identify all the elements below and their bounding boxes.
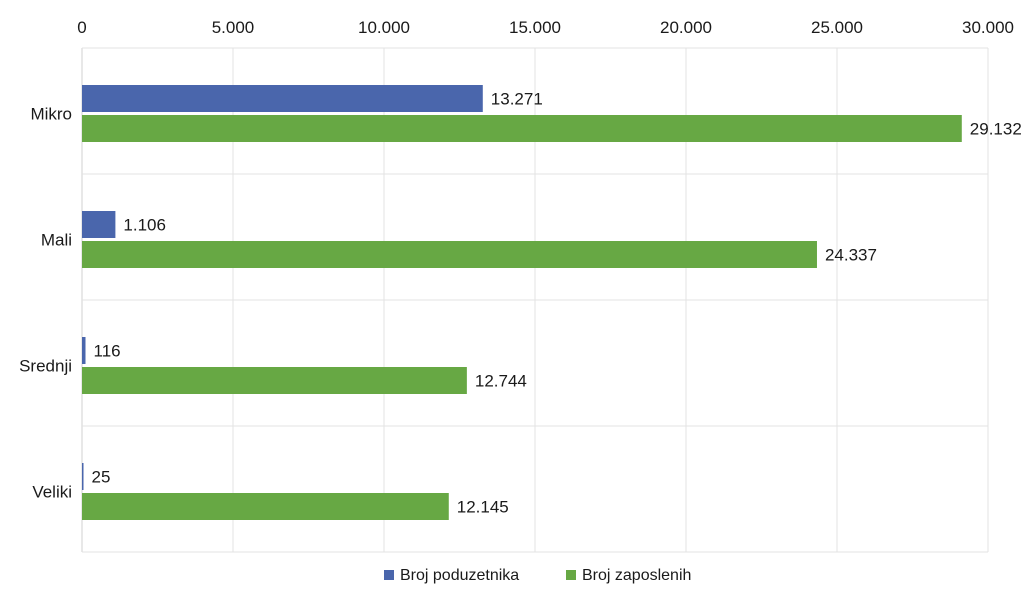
- data-label: 24.337: [825, 246, 877, 265]
- x-tick-label: 5.000: [212, 18, 255, 37]
- legend: Broj poduzetnika Broj zaposlenih: [384, 567, 691, 584]
- bar-broj-poduzetnika: [82, 337, 86, 364]
- bars: [82, 85, 962, 520]
- bar-broj-zaposlenih: [82, 241, 817, 268]
- category-labels: Mikro Mali Srednji Veliki: [19, 105, 72, 502]
- data-label: 116: [94, 342, 121, 361]
- legend-label: Broj zaposlenih: [582, 567, 691, 584]
- data-label: 12.744: [475, 372, 527, 391]
- category-label: Mali: [41, 231, 72, 250]
- bar-broj-zaposlenih: [82, 493, 449, 520]
- x-axis-ticks: 0 5.000 10.000 15.000 20.000 25.000 30.000: [77, 18, 1014, 37]
- category-label: Veliki: [32, 483, 72, 502]
- data-label: 1.106: [123, 216, 166, 235]
- data-labels: 13.271 29.132 1.106 24.337 116 12.744 25 12.145: [92, 90, 1022, 517]
- data-label: 12.145: [457, 498, 509, 517]
- x-tick-label: 15.000: [509, 18, 561, 37]
- legend-swatch: [384, 570, 394, 580]
- bar-broj-zaposlenih: [82, 367, 467, 394]
- legend-swatch: [566, 570, 576, 580]
- x-tick-label: 10.000: [358, 18, 410, 37]
- bar-broj-poduzetnika: [82, 463, 84, 490]
- data-label: 13.271: [491, 90, 543, 109]
- data-label: 25: [92, 468, 111, 487]
- bar-broj-zaposlenih: [82, 115, 962, 142]
- bar-broj-poduzetnika: [82, 85, 483, 112]
- x-tick-label: 0: [77, 18, 86, 37]
- legend-label: Broj poduzetnika: [400, 567, 519, 584]
- x-tick-label: 20.000: [660, 18, 712, 37]
- category-label: Mikro: [30, 105, 72, 124]
- category-label: Srednji: [19, 357, 72, 376]
- x-tick-label: 30.000: [962, 18, 1014, 37]
- data-label: 29.132: [970, 120, 1022, 139]
- x-tick-label: 25.000: [811, 18, 863, 37]
- bar-broj-poduzetnika: [82, 211, 115, 238]
